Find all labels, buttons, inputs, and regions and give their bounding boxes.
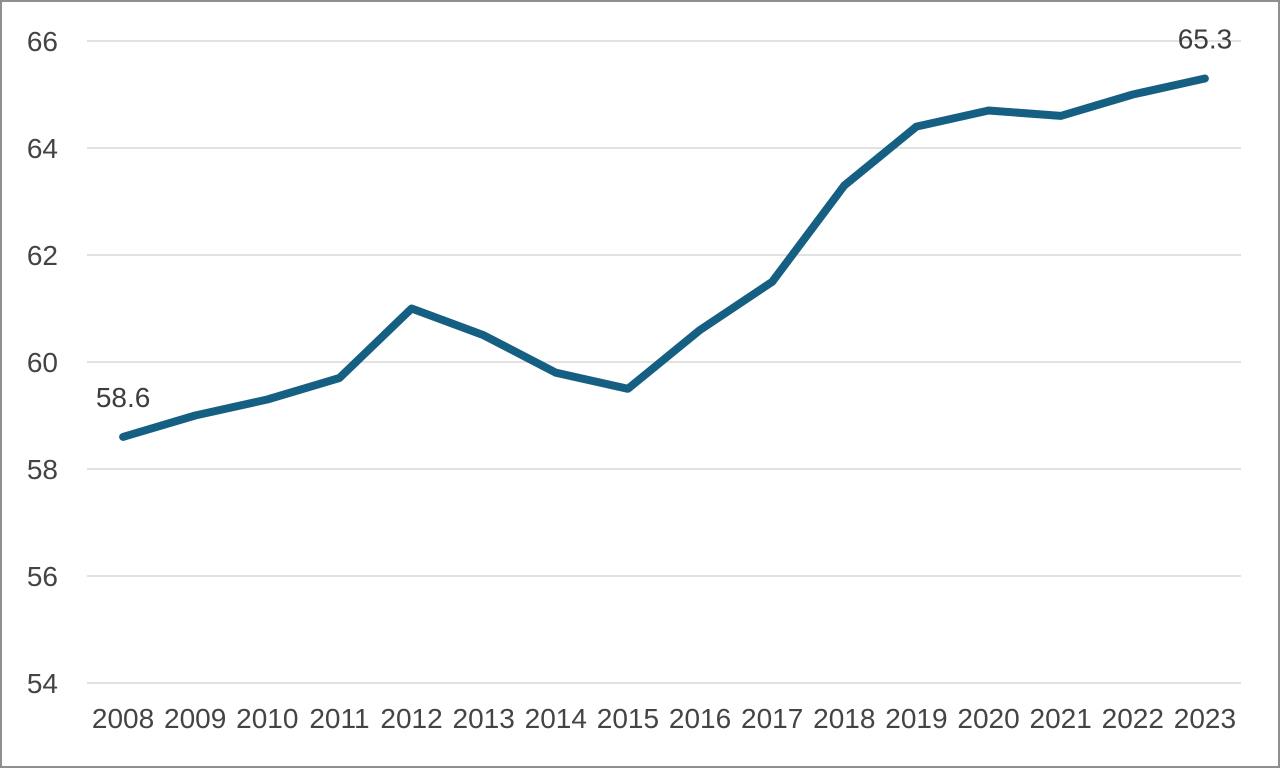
- y-axis-tick-label: 60: [27, 347, 58, 378]
- data-label-first-point: 58.6: [96, 382, 151, 413]
- y-axis-tick-label: 58: [27, 454, 58, 485]
- x-axis-tick-label: 2015: [597, 703, 659, 734]
- x-axis-tick-label: 2021: [1030, 703, 1092, 734]
- y-axis-tick-label: 54: [27, 668, 58, 699]
- x-axis-tick-label: 2020: [957, 703, 1019, 734]
- x-axis-tick-label: 2016: [669, 703, 731, 734]
- x-axis-tick-label: 2014: [525, 703, 587, 734]
- x-axis-tick-label: 2017: [741, 703, 803, 734]
- x-axis-tick-label: 2018: [813, 703, 875, 734]
- data-label-last-point: 65.3: [1178, 23, 1233, 54]
- data-series-line: [119, 74, 1209, 441]
- x-axis-tick-label: 2012: [380, 703, 442, 734]
- x-axis-tick-label: 2011: [309, 703, 369, 734]
- x-axis-tick-label: 2008: [92, 703, 154, 734]
- x-axis-tick-label: 2023: [1174, 703, 1236, 734]
- y-axis-tick-label: 64: [27, 133, 58, 164]
- y-axis-tick-label: 66: [27, 26, 58, 57]
- y-axis-tick-label: 62: [27, 240, 58, 271]
- x-axis-tick-label: 2022: [1102, 703, 1164, 734]
- x-axis-tick-label: 2013: [453, 703, 515, 734]
- x-axis-tick-label: 2010: [236, 703, 298, 734]
- y-axis-tick-label: 56: [27, 561, 58, 592]
- x-axis-tick-label: 2009: [164, 703, 226, 734]
- x-axis-tick-label: 2019: [885, 703, 947, 734]
